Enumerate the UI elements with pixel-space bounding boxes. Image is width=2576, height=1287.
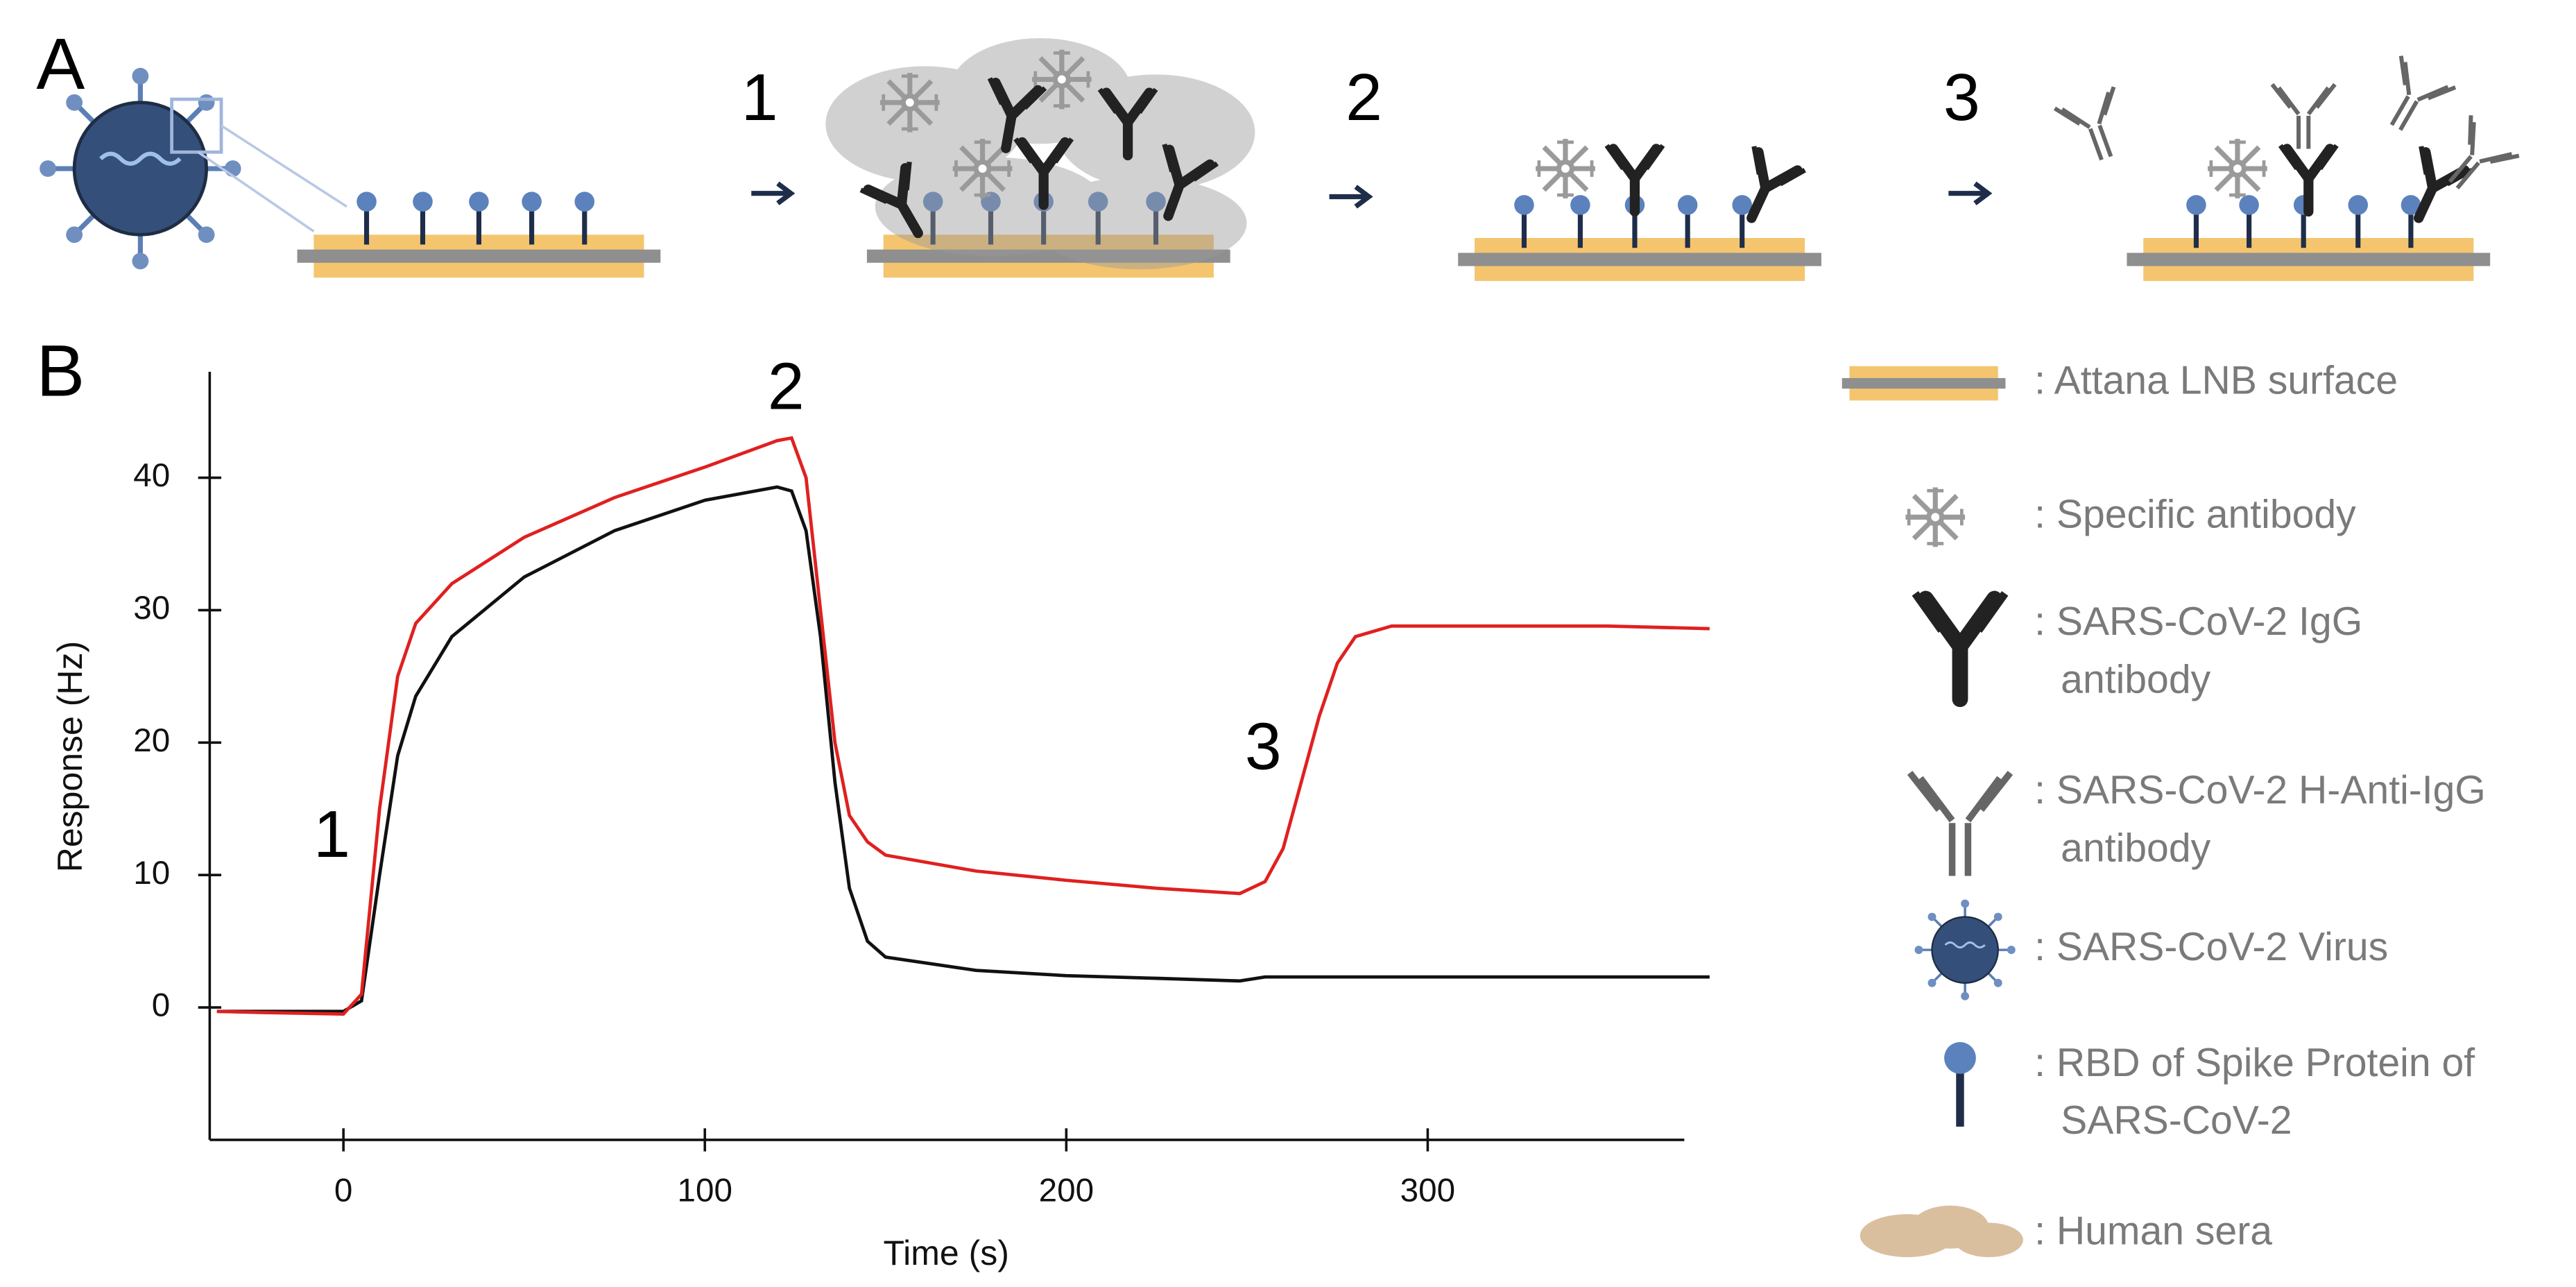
chart: Time (s) Response (Hz) xyxy=(51,641,1009,1272)
y-axis-title: Response (Hz) xyxy=(51,641,89,872)
series-line xyxy=(216,485,1710,1014)
y-tick-label: 20 xyxy=(133,722,170,759)
panel-label: B xyxy=(36,331,85,412)
x-tick-label: 300 xyxy=(1400,1173,1455,1209)
y-tick-label: 0 xyxy=(152,987,170,1024)
y-tick-label: 10 xyxy=(133,855,170,892)
key-icons xyxy=(1841,366,2023,1257)
x-tick-label: 200 xyxy=(1039,1173,1094,1209)
x-axis-title: Time (s) xyxy=(883,1234,1008,1272)
key-text: SARS-CoV-2 xyxy=(2061,1098,2292,1143)
y-tick-label: 40 xyxy=(133,457,170,494)
annotation: 3 xyxy=(1245,710,1282,784)
key-text: : SARS-CoV-2 Virus xyxy=(2034,925,2388,969)
x-tick-label: 0 xyxy=(334,1173,352,1209)
key-text: antibody xyxy=(2061,826,2210,870)
key-text: : RBD of Spike Protein of xyxy=(2034,1041,2475,1085)
key-text: antibody xyxy=(2061,658,2210,702)
schematic xyxy=(40,37,2519,281)
step-number: 1 xyxy=(741,61,778,135)
key-text: : SARS-CoV-2 H-Anti-IgG xyxy=(2034,768,2486,812)
annotation: 1 xyxy=(314,798,350,871)
key-text: : SARS-CoV-2 IgG xyxy=(2034,599,2362,644)
key-text: : Attana LNB surface xyxy=(2034,359,2398,403)
x-tick-label: 100 xyxy=(678,1173,732,1209)
step-number: 3 xyxy=(1943,61,1980,135)
step-number: 2 xyxy=(1346,61,1382,135)
key-text: : Human sera xyxy=(2034,1209,2272,1254)
key-text: : Specific antibody xyxy=(2034,492,2356,536)
series-line xyxy=(216,436,1710,1016)
annotation: 2 xyxy=(768,350,805,424)
panel-label: A xyxy=(36,24,85,105)
y-tick-label: 30 xyxy=(133,590,170,627)
